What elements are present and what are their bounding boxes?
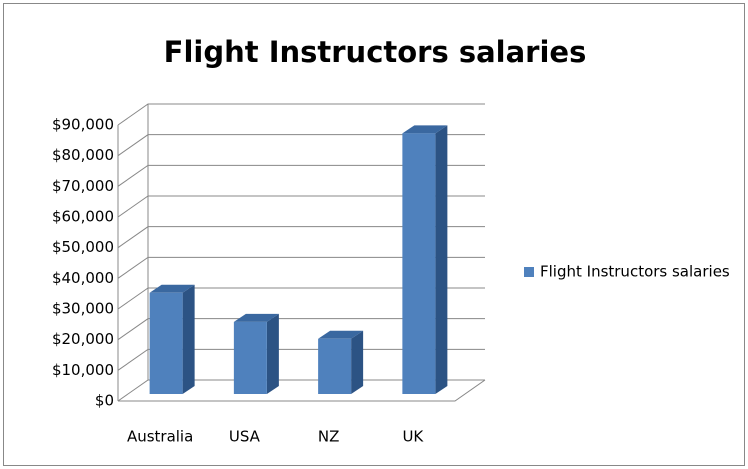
legend-label: Flight Instructors salaries: [540, 263, 730, 281]
x-tick-label: UK: [402, 428, 424, 446]
y-tick-label: $0: [95, 392, 114, 410]
y-tick-label: $60,000: [52, 208, 114, 226]
grid-line: [117, 226, 485, 249]
chart-frame: [3, 3, 745, 466]
x-tick-label: USA: [229, 428, 261, 446]
y-tick-label: $50,000: [52, 238, 114, 256]
bar-top: [402, 125, 448, 134]
bar: [149, 284, 195, 394]
bar-front: [233, 321, 267, 394]
bar: [318, 330, 364, 394]
y-tick-label: $80,000: [52, 146, 114, 164]
grid-line: [117, 318, 485, 341]
grid-line: [117, 195, 485, 218]
grid-line: [117, 134, 485, 157]
grid-line: [117, 103, 485, 126]
x-tick-label: Australia: [127, 428, 193, 446]
chart-title: Flight Instructors salaries: [164, 35, 587, 69]
bar-side: [182, 284, 195, 394]
y-tick-label: $10,000: [52, 361, 114, 379]
x-tick-label: NZ: [318, 428, 340, 446]
bar-top: [318, 330, 364, 339]
bar-side: [435, 125, 448, 394]
floor: [118, 379, 486, 402]
y-tick-label: $90,000: [52, 116, 114, 134]
grid-line: [117, 256, 485, 279]
grid-line: [117, 348, 485, 371]
y-tick-label: $40,000: [52, 269, 114, 287]
bar-front: [402, 133, 436, 395]
y-tick-label: $30,000: [52, 300, 114, 318]
bar-top: [233, 313, 279, 322]
bar-side: [266, 313, 279, 394]
bar-top: [149, 284, 195, 293]
bar: [233, 313, 279, 394]
y-tick-label: $20,000: [52, 330, 114, 348]
grid-line: [117, 379, 485, 402]
bar-front: [318, 338, 352, 394]
y-tick-label: $70,000: [52, 177, 114, 195]
legend-swatch: [524, 267, 534, 277]
bar-side: [351, 330, 364, 394]
bar: [402, 125, 448, 395]
bar-front: [149, 292, 183, 394]
grid-line: [117, 164, 485, 187]
grid-line: [117, 287, 485, 310]
